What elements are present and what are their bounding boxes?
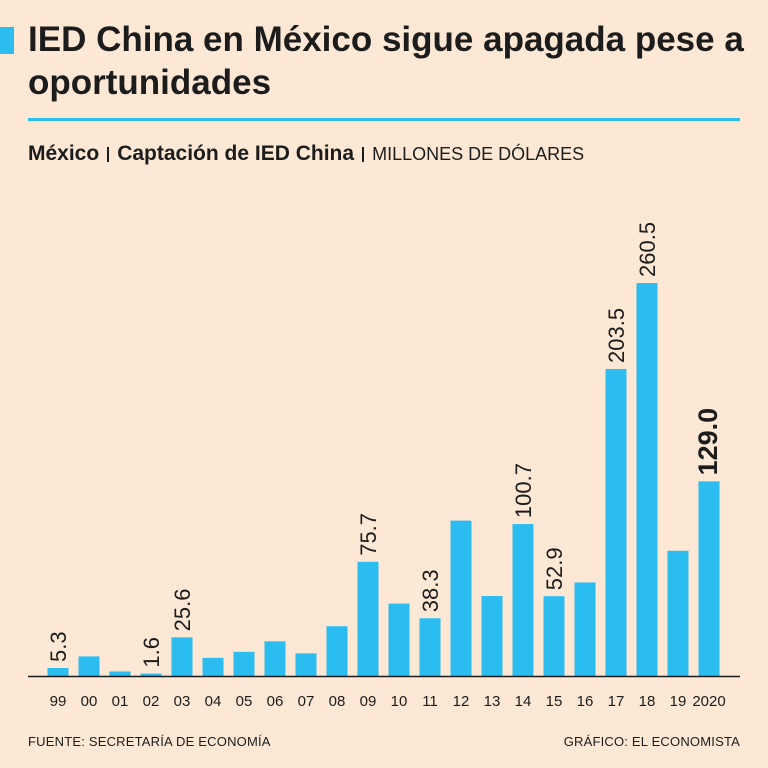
chart-subtitle: México Captación de IED China MILLONES DE … — [28, 140, 584, 168]
data-label: 75.7 — [356, 513, 381, 556]
title-accent-bar — [0, 27, 14, 54]
x-tick-label: 07 — [298, 693, 315, 710]
bar-06 — [264, 641, 286, 676]
bar-04 — [202, 657, 224, 676]
x-tick-label: 10 — [391, 693, 408, 710]
x-tick-label: 00 — [81, 693, 98, 710]
subtitle-country: México — [28, 142, 100, 165]
bar-16 — [574, 582, 596, 676]
bar-00 — [78, 656, 100, 676]
x-tick-label: 04 — [205, 693, 222, 710]
x-tick-label: 19 — [670, 693, 687, 710]
subtitle-separator — [362, 146, 365, 162]
data-label: 129.0 — [693, 408, 723, 476]
subtitle-unit: MILLONES DE DÓLARES — [372, 144, 585, 164]
bar-17 — [605, 368, 627, 676]
subtitle-measure: Captación de IED China — [117, 142, 355, 165]
bar-10 — [388, 603, 410, 676]
data-label: 100.7 — [511, 463, 536, 518]
x-tick-label: 18 — [639, 693, 656, 710]
data-label: 260.5 — [635, 222, 660, 277]
x-tick-label: 16 — [577, 693, 594, 710]
bar-07 — [295, 653, 317, 676]
data-label: 203.5 — [604, 308, 629, 363]
x-tick-label: 99 — [50, 693, 67, 710]
subtitle-separator — [107, 146, 110, 162]
bar-02 — [140, 673, 162, 676]
data-label: 1.6 — [139, 637, 164, 668]
x-tick-label: 2020 — [692, 693, 725, 710]
x-tick-label: 11 — [422, 693, 438, 710]
bar-08 — [326, 626, 348, 676]
bar-05 — [233, 651, 255, 676]
x-tick-label: 09 — [360, 693, 377, 710]
x-tick-label: 15 — [546, 693, 563, 710]
x-tick-label: 06 — [267, 693, 284, 710]
title-divider — [28, 118, 740, 121]
x-tick-label: 08 — [329, 693, 346, 710]
bar-15 — [543, 596, 565, 676]
bar-12 — [450, 520, 472, 676]
data-label: 25.6 — [170, 589, 195, 632]
x-tick-label: 17 — [608, 693, 625, 710]
chart-title: IED China en México sigue apagada pese a… — [28, 20, 744, 102]
x-tick-label: 13 — [484, 693, 501, 710]
bar-19 — [667, 550, 689, 676]
data-label: 38.3 — [418, 569, 443, 612]
x-tick-label: 02 — [143, 693, 160, 710]
bar-14 — [512, 524, 534, 676]
credit-note: GRÁFICO: EL ECONOMISTA — [563, 734, 740, 749]
bar-01 — [109, 671, 131, 676]
x-tick-label: 03 — [174, 693, 191, 710]
source-note: FUENTE: SECRETARÍA DE ECONOMÍA — [28, 734, 271, 749]
data-label: 52.9 — [542, 547, 567, 590]
bar-2020 — [698, 481, 720, 676]
bar-18 — [636, 283, 658, 676]
data-label: 5.3 — [46, 631, 71, 662]
bar-03 — [171, 637, 193, 676]
x-tick-label: 12 — [453, 693, 470, 710]
x-tick-label: 14 — [515, 693, 532, 710]
x-tick-label: 05 — [236, 693, 253, 710]
bar-13 — [481, 596, 503, 676]
bar-99 — [47, 668, 69, 676]
x-tick-label: 01 — [112, 693, 129, 710]
bar-11 — [419, 618, 441, 676]
bar-09 — [357, 561, 379, 676]
